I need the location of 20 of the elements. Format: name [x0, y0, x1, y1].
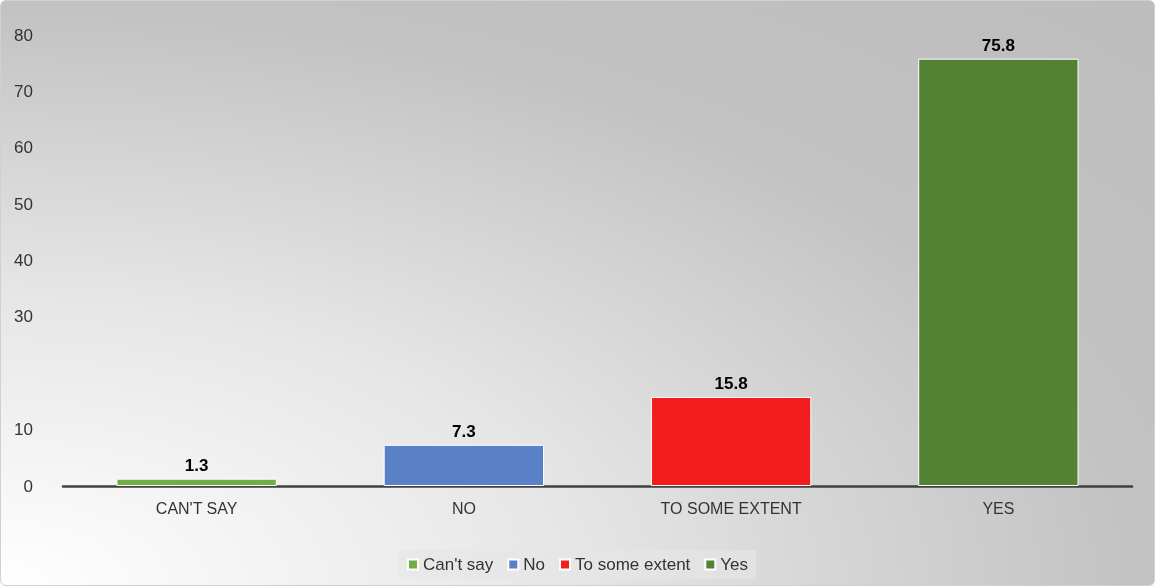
- x-tick-label: NO: [451, 499, 476, 517]
- y-tick-label: 50: [14, 194, 33, 214]
- y-tick-label: 70: [14, 81, 33, 101]
- y-tick-label: 80: [14, 25, 33, 45]
- y-tick-label: 60: [14, 138, 33, 158]
- legend-label: No: [523, 555, 546, 574]
- y-tick-label: 40: [14, 251, 33, 270]
- legend-label: Yes: [720, 555, 749, 574]
- y-tick-label: 30: [14, 307, 33, 327]
- legend-label: To some extent: [575, 555, 691, 574]
- x-tick-label: TO SOME EXTENT: [660, 499, 802, 517]
- data-label: 1.3: [184, 455, 209, 475]
- data-label: 75.8: [981, 35, 1015, 55]
- y-tick-label: 0: [23, 476, 33, 496]
- y-tick-label: 10: [14, 420, 33, 440]
- legend-label: Can't say: [422, 555, 494, 574]
- data-label: 7.3: [452, 421, 476, 441]
- x-tick-label: CAN'T SAY: [155, 499, 238, 517]
- x-tick-label: YES: [982, 499, 1015, 517]
- data-label: 15.8: [714, 373, 748, 393]
